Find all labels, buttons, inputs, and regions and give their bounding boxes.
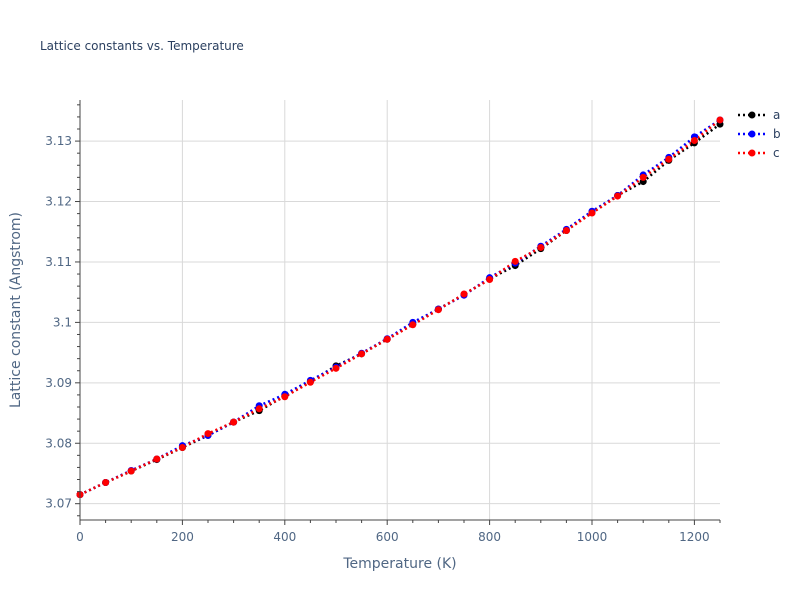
data-point-c[interactable] [409, 321, 417, 329]
x-tick-label: 600 [376, 530, 399, 544]
chart-title: Lattice constants vs. Temperature [40, 39, 244, 53]
data-point-c[interactable] [588, 209, 596, 217]
y-tick-label: 3.07 [45, 497, 72, 511]
y-tick-label: 3.1 [53, 315, 72, 329]
data-point-c[interactable] [665, 155, 673, 163]
legend-marker [748, 111, 756, 119]
x-tick-label: 200 [171, 530, 194, 544]
axes: 0 200 400 600 800 1000 1200 3.07 3.08 3.09 3.1 3.11… [45, 100, 721, 544]
legend-marker [748, 130, 756, 138]
data-point-c[interactable] [332, 364, 340, 372]
data-point-c[interactable] [511, 257, 519, 265]
data-point-c[interactable] [639, 173, 647, 181]
y-axis-title: Lattice constant (Angstrom) [8, 212, 24, 408]
y-tick-label: 3.08 [45, 436, 72, 450]
x-tick-label: 1200 [679, 530, 710, 544]
data-point-c[interactable] [153, 455, 161, 463]
data-point-c[interactable] [562, 227, 570, 235]
legend-item-b[interactable]: b [738, 127, 781, 141]
legend[interactable]: abc [738, 108, 781, 160]
legend-label: a [773, 108, 780, 122]
y-tick-label: 3.11 [45, 255, 72, 269]
x-axis-title: Temperature (K) [342, 556, 456, 572]
data-point-c[interactable] [102, 479, 110, 487]
data-point-c[interactable] [716, 116, 724, 124]
data-point-c[interactable] [614, 192, 622, 200]
x-tick-label: 1000 [577, 530, 608, 544]
series-layer [76, 116, 724, 499]
data-point-c[interactable] [383, 335, 391, 343]
x-tick-label: 0 [76, 530, 84, 544]
series-line-c [79, 118, 721, 496]
data-point-c[interactable] [690, 136, 698, 144]
data-point-c[interactable] [204, 430, 212, 438]
data-point-c[interactable] [281, 393, 289, 401]
data-point-c[interactable] [434, 306, 442, 314]
legend-label: c [773, 146, 780, 160]
grid [80, 100, 720, 520]
data-point-c[interactable] [486, 275, 494, 283]
y-tick-label: 3.12 [45, 195, 72, 209]
data-point-c[interactable] [306, 378, 314, 386]
data-point-c[interactable] [178, 443, 186, 451]
data-point-c[interactable] [127, 467, 135, 475]
x-tick-label: 800 [478, 530, 501, 544]
x-tick-label: 400 [273, 530, 296, 544]
data-point-c[interactable] [460, 290, 468, 298]
data-point-c[interactable] [230, 418, 238, 426]
legend-marker [748, 149, 756, 157]
y-tick-label: 3.13 [45, 134, 72, 148]
data-point-c[interactable] [358, 350, 366, 358]
y-tick-label: 3.09 [45, 376, 72, 390]
legend-label: b [773, 127, 781, 141]
data-point-c[interactable] [255, 405, 263, 413]
legend-item-c[interactable]: c [738, 146, 780, 160]
legend-item-a[interactable]: a [738, 108, 780, 122]
data-point-c[interactable] [537, 243, 545, 251]
